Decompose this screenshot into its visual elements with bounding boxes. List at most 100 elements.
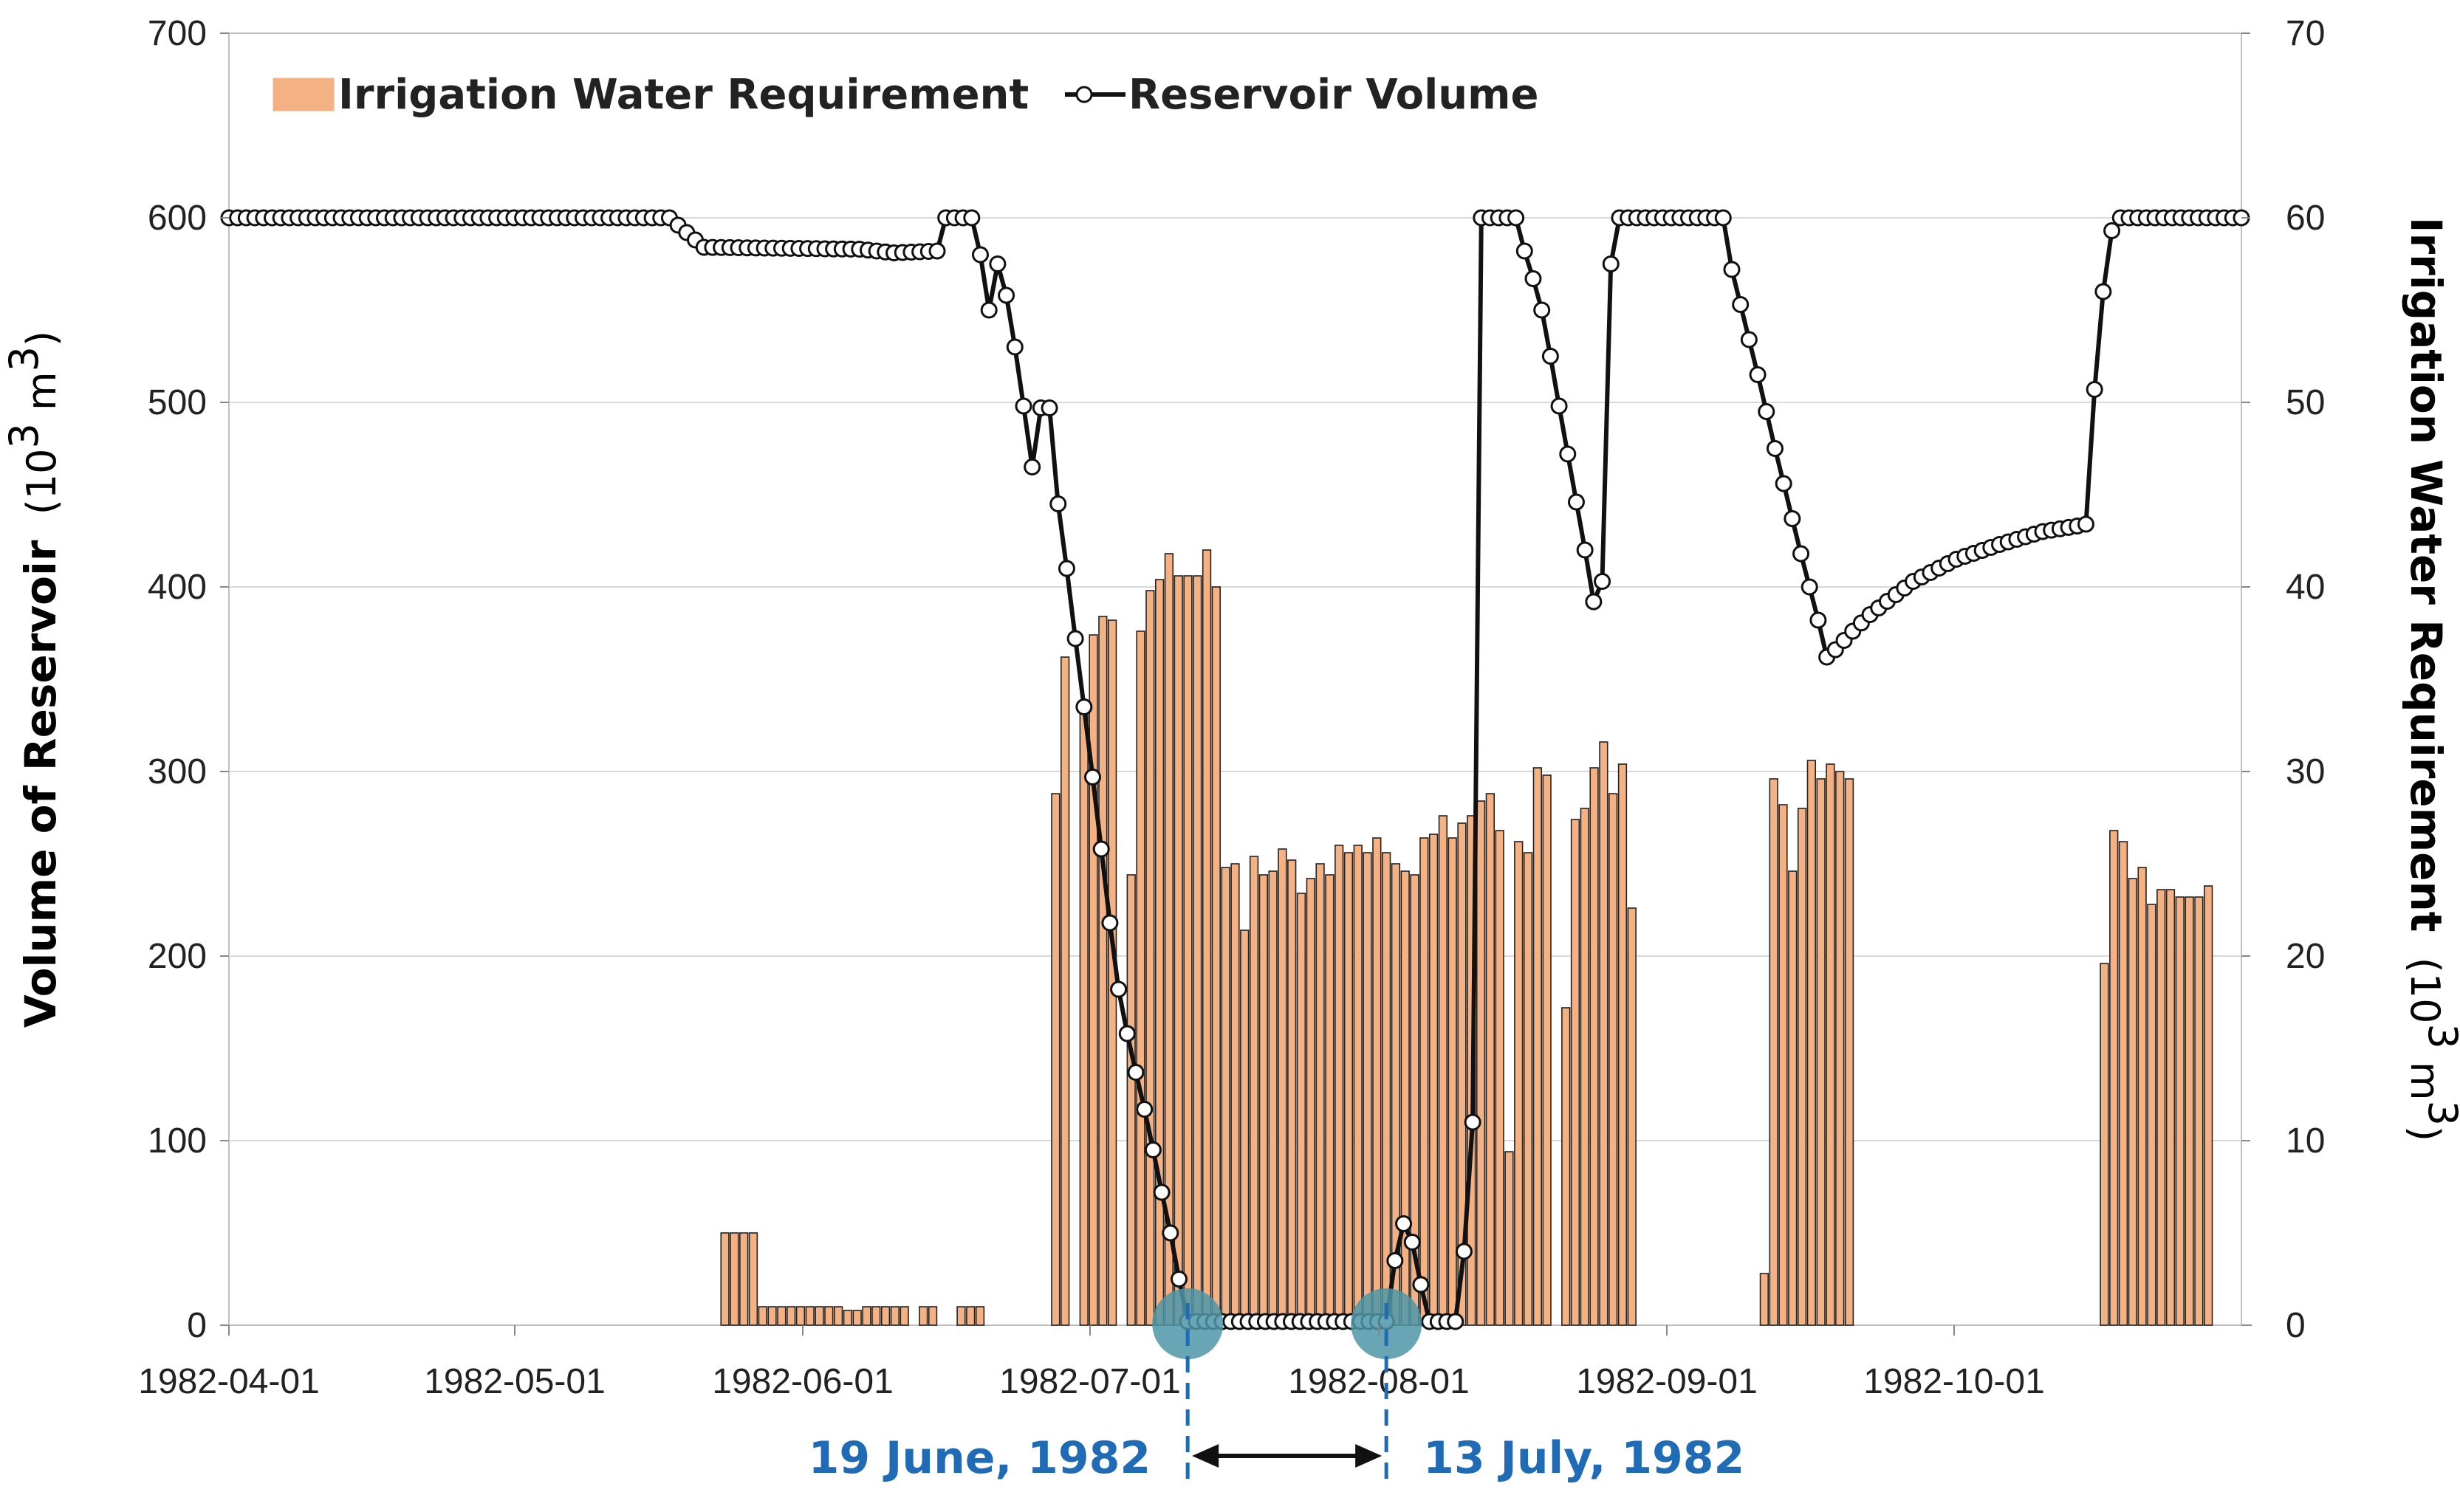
- reservoir-volume-point: [1170, 1271, 1188, 1288]
- bar: [2165, 889, 2176, 1326]
- bar: [1826, 763, 1835, 1326]
- reservoir-volume-point: [1015, 397, 1032, 415]
- bar: [777, 1306, 787, 1326]
- bar: [1363, 852, 1372, 1326]
- legend-bar-label: Irrigation Water Requirement: [338, 71, 1029, 119]
- right-y-tick-label: 50: [2286, 383, 2325, 422]
- bar: [1476, 800, 1486, 1326]
- annotation-end-label: 13 July, 1982: [1423, 1432, 1744, 1484]
- bar: [2109, 830, 2119, 1326]
- right-y-tick-label: 30: [2286, 752, 2325, 791]
- right-axis-unit-sup2: 3: [2419, 1101, 2460, 1126]
- highlight-markers: [1152, 1288, 1422, 1359]
- bar: [862, 1306, 871, 1326]
- bar: [1844, 778, 1854, 1326]
- reservoir-volume-point: [1740, 331, 1758, 348]
- reservoir-volume-point: [971, 246, 989, 264]
- bar: [1221, 867, 1230, 1326]
- left-axis-unit-sup2: 3: [1, 346, 47, 371]
- reservoir-volume-point: [1144, 1141, 1162, 1158]
- bar: [1089, 634, 1098, 1326]
- bar: [1136, 630, 1145, 1326]
- bar: [730, 1232, 739, 1326]
- left-y-tick-label: 300: [148, 752, 207, 791]
- bar: [1778, 804, 1788, 1326]
- reservoir-volume-point: [1784, 510, 1801, 527]
- bar: [1532, 767, 1542, 1326]
- bar: [880, 1306, 891, 1326]
- bar: [720, 1232, 730, 1326]
- bar: [1561, 1007, 1571, 1326]
- reservoir-volume-point: [2103, 222, 2121, 239]
- reservoir-volume-point: [1162, 1224, 1179, 1242]
- bar: [1627, 907, 1637, 1326]
- x-tick-label: 1982-09-01: [1576, 1362, 1758, 1401]
- bar: [1296, 893, 1306, 1326]
- bar: [1514, 841, 1524, 1326]
- x-tick-label: 1982-10-01: [1863, 1362, 2045, 1401]
- reservoir-volume-point: [1058, 560, 1075, 577]
- bar: [1183, 575, 1193, 1326]
- reservoir-volume-point: [1714, 209, 1732, 227]
- left-axis-unit-end: ): [18, 331, 65, 346]
- bar: [2128, 878, 2137, 1326]
- reservoir-volume-point: [2094, 283, 2112, 300]
- reservoir-volume-point: [1110, 980, 1128, 998]
- reservoir-volume-point: [1732, 296, 1750, 313]
- bar: [1211, 586, 1222, 1326]
- right-y-tick-label: 40: [2286, 568, 2325, 607]
- reservoir-volume-point: [1524, 270, 1542, 287]
- highlight-end-circle: [1351, 1288, 1422, 1359]
- reservoir-volume-point: [1559, 445, 1577, 463]
- reservoir-volume-point: [998, 286, 1015, 304]
- left-axis-title-main: Volume of Reservoir: [16, 540, 66, 1028]
- reservoir-volume-point: [2077, 515, 2094, 533]
- right-y-tick-label: 0: [2286, 1306, 2306, 1345]
- bar: [1249, 856, 1259, 1326]
- right-axis-title-main: Irrigation Water Requirement: [2401, 217, 2451, 932]
- reservoir-volume-point: [963, 209, 981, 227]
- bar: [1769, 778, 1778, 1326]
- bar: [748, 1232, 758, 1326]
- right-axis-unit-close: m: [2402, 1049, 2448, 1101]
- bar: [1306, 878, 1315, 1326]
- reservoir-volume-point: [1464, 1113, 1481, 1131]
- highlight-start-circle: [1152, 1288, 1224, 1359]
- legend-line-label: Reservoir Volume: [1128, 71, 1538, 119]
- reservoir-volume-point: [1533, 301, 1551, 319]
- reservoir-volume-point: [1775, 475, 1792, 492]
- bar: [1315, 863, 1325, 1326]
- bar: [758, 1306, 767, 1326]
- bar: [1816, 778, 1826, 1326]
- reservoir-volume-point: [1127, 1064, 1145, 1081]
- bar: [1419, 837, 1429, 1326]
- bar: [956, 1306, 966, 1326]
- bar: [843, 1310, 853, 1326]
- x-tick-label: 1982-08-01: [1288, 1362, 1470, 1401]
- bar: [1617, 763, 1628, 1326]
- left-y-tick-label: 700: [148, 14, 207, 53]
- reservoir-volume-point: [1447, 1313, 1464, 1330]
- reservoir-volume-point: [1412, 1276, 1430, 1293]
- bar: [1806, 760, 1816, 1326]
- x-tick-label: 1982-07-01: [999, 1362, 1181, 1401]
- bar: [1788, 870, 1798, 1326]
- reservoir-volume-point: [1809, 611, 1827, 629]
- bar: [767, 1306, 777, 1326]
- left-axis-title: Volume of Reservoir (103 m3): [1, 331, 66, 1028]
- bar: [1154, 579, 1165, 1326]
- bar: [1759, 1273, 1769, 1326]
- left-y-tick-label: 200: [148, 937, 207, 976]
- bar: [1599, 741, 1608, 1326]
- x-axis: 1982-04-01 1982-05-01 1982-06-01 1982-07-01…: [138, 1324, 2252, 1401]
- bar: [1523, 852, 1533, 1326]
- bar: [1608, 793, 1618, 1326]
- reservoir-volume-point: [1567, 493, 1585, 511]
- reservoir-volume-point: [1153, 1183, 1171, 1201]
- bar: [871, 1306, 881, 1326]
- bar: [1145, 590, 1155, 1326]
- bar: [928, 1306, 938, 1326]
- bar: [805, 1306, 815, 1326]
- right-y-tick-label: 10: [2286, 1121, 2325, 1161]
